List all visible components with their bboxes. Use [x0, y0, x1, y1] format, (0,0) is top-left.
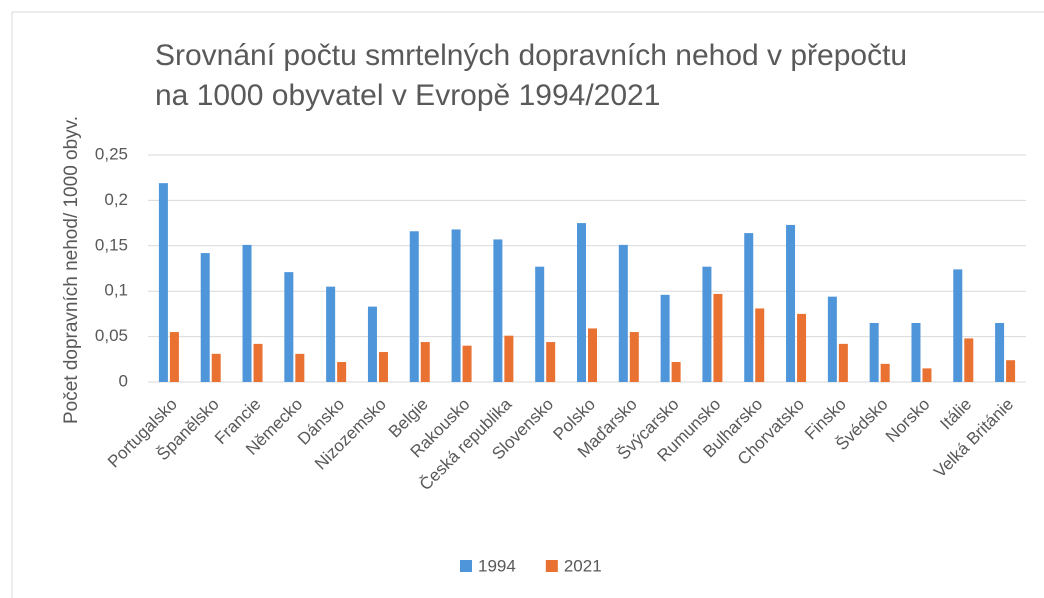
bar [546, 342, 556, 382]
bar [378, 352, 388, 382]
bar [713, 293, 723, 382]
x-tick-label: Norsko [882, 395, 934, 447]
y-tick-label: 0,2 [104, 190, 128, 209]
legend-label: 2021 [564, 556, 602, 575]
y-axis-label: Počet dopravních nehod/ 1000 obyv. [61, 116, 82, 424]
bar [211, 353, 221, 382]
legend-swatch [545, 560, 558, 572]
bar [535, 266, 545, 382]
bar [200, 253, 210, 382]
bar [953, 269, 963, 382]
bar [588, 328, 597, 382]
bar [702, 266, 712, 382]
bar [337, 362, 347, 382]
bar [838, 343, 848, 382]
bar [618, 244, 628, 382]
chart-title: Srovnání počtu smrtelných dopravních neh… [155, 39, 908, 112]
bar [295, 353, 305, 382]
y-tick-label: 0,15 [95, 235, 128, 254]
bar [451, 229, 461, 382]
legend-label: 1994 [478, 556, 516, 575]
bar [629, 332, 639, 382]
bar [242, 244, 252, 382]
bar [1006, 360, 1016, 382]
chart-frame [11, 11, 1044, 598]
bar [577, 223, 586, 382]
bar [253, 343, 263, 382]
bar [995, 322, 1005, 382]
bar [409, 231, 419, 382]
bar [158, 183, 168, 382]
bar [504, 335, 514, 382]
y-tick-label: 0,05 [95, 326, 128, 345]
bar [869, 322, 879, 382]
bar [169, 332, 179, 382]
bar [671, 362, 681, 382]
bar [797, 313, 807, 382]
y-tick-label: 0,1 [104, 281, 128, 300]
bar [964, 338, 974, 382]
bar [880, 363, 890, 382]
bar [326, 286, 336, 382]
bar [367, 306, 377, 382]
bar [744, 233, 754, 382]
bar [462, 345, 472, 382]
legend-swatch [460, 560, 472, 572]
bar [922, 368, 932, 382]
bar [284, 272, 294, 382]
bar [420, 342, 430, 382]
bar [827, 296, 837, 382]
y-tick-label: 0 [119, 371, 128, 390]
bar [755, 308, 765, 382]
bar [786, 224, 796, 382]
bar [911, 322, 921, 382]
bar [493, 239, 503, 382]
bar [660, 294, 670, 382]
y-tick-label: 0,25 [95, 144, 128, 163]
